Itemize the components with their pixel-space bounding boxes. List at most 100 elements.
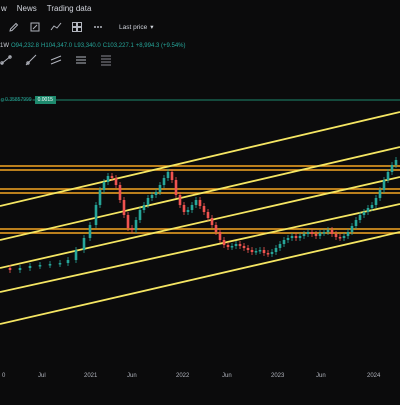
candle-body	[230, 246, 234, 248]
candle-body	[88, 225, 92, 238]
last-price-dropdown[interactable]: Last price ▾	[119, 23, 153, 32]
trendline-icon[interactable]	[0, 54, 12, 66]
channel-line	[0, 231, 400, 325]
candle-body	[150, 195, 154, 198]
candle-body	[178, 195, 182, 205]
candle-body	[162, 178, 166, 185]
candle-body	[222, 240, 226, 245]
candle-body	[346, 232, 350, 236]
change-value: +8,994.3 (+9.54%)	[135, 43, 186, 49]
time-axis-label: 0	[2, 373, 6, 379]
candle-body	[154, 192, 158, 195]
candle-body	[298, 236, 302, 238]
interval-label: 1W	[0, 43, 9, 49]
indicator-icon[interactable]	[49, 20, 63, 34]
candle-body	[366, 208, 370, 212]
high-value: H104,347.0	[41, 43, 73, 49]
candle-body	[206, 212, 210, 218]
candle-body	[214, 225, 218, 232]
nav-item-news[interactable]: News	[16, 3, 37, 13]
candle-body	[134, 220, 138, 230]
close-value: C103,227.1	[102, 43, 134, 49]
candle-body	[146, 198, 150, 205]
candle-body	[110, 176, 114, 178]
ray-icon[interactable]	[25, 54, 37, 66]
time-axis-label: 2022	[176, 373, 190, 379]
candle-body	[58, 263, 62, 265]
time-axis-label: Jun	[222, 373, 232, 379]
candle-body	[114, 178, 118, 185]
candle-body	[386, 172, 390, 180]
candle-body	[238, 244, 242, 246]
candle-body	[334, 234, 338, 237]
ohlc-legend: 1W O94,232.8 H104,347.0 L93,340.0 C103,2…	[0, 40, 400, 52]
candle-body	[270, 252, 274, 254]
candle-body	[174, 180, 178, 195]
parallel-channel-icon[interactable]	[50, 54, 62, 66]
channel-line	[0, 176, 400, 269]
channel-line	[0, 203, 400, 293]
fib-icon[interactable]	[100, 54, 112, 66]
time-axis-label: 2021	[84, 373, 98, 379]
candle-body	[138, 210, 142, 220]
edit-icon[interactable]	[28, 20, 42, 34]
candle-body	[8, 268, 12, 270]
candle-body	[266, 253, 270, 255]
candle-body	[126, 215, 130, 228]
candle-body	[294, 236, 298, 238]
candle-body	[182, 205, 186, 212]
time-axis-label: Jun	[127, 373, 137, 379]
candle-body	[306, 232, 310, 234]
candle-body	[338, 237, 342, 239]
candle-body	[258, 250, 262, 252]
more-icon[interactable]	[91, 20, 105, 34]
candle-body	[302, 234, 306, 236]
candle-body	[362, 212, 366, 215]
chart-toolbar: Last price ▾	[0, 16, 400, 38]
time-axis-label: 2023	[271, 373, 285, 379]
candle-body	[358, 215, 362, 220]
fib-level-text: g 0.35857999	[0, 97, 33, 103]
time-axis-label: Jun	[316, 373, 326, 379]
time-axis-label: Jul	[38, 373, 46, 379]
candle-body	[326, 230, 330, 232]
candle-body	[190, 205, 194, 210]
candle-body	[382, 180, 386, 190]
fib-level-value: 0.0015	[34, 96, 56, 104]
candle-body	[286, 238, 290, 240]
candle-body	[250, 250, 254, 252]
candle-body	[142, 205, 146, 210]
candle-body	[254, 251, 258, 253]
candle-body	[210, 218, 214, 225]
candle-body	[158, 185, 162, 192]
candle-body	[370, 205, 374, 208]
top-nav: w News Trading data	[0, 0, 400, 16]
candle-body	[330, 230, 334, 234]
candle-body	[322, 232, 326, 234]
candle-body	[274, 248, 278, 252]
candle-body	[130, 228, 134, 230]
horizontal-lines-icon[interactable]	[75, 54, 87, 66]
candle-body	[310, 232, 314, 234]
candle-body	[218, 232, 222, 240]
candle-body	[278, 244, 282, 248]
open-value: O94,232.8	[11, 43, 40, 49]
candle-body	[28, 266, 32, 268]
fib-level-label: g 0.35857999 0.0015	[0, 95, 56, 105]
candle-body	[82, 238, 86, 250]
pencil-icon[interactable]	[7, 20, 21, 34]
candle-body	[318, 233, 322, 236]
candle-body	[198, 200, 202, 206]
last-price-label: Last price	[119, 23, 148, 31]
candle-body	[66, 260, 70, 263]
candle-body	[226, 245, 230, 247]
nav-item-trading-data[interactable]: Trading data	[46, 3, 92, 13]
candle-body	[290, 236, 294, 238]
drawing-tools	[0, 52, 112, 68]
nav-item-overview[interactable]: w	[1, 3, 7, 13]
layout-icon[interactable]	[70, 20, 84, 34]
time-axis[interactable]: 0 Jul 2021 Jun 2022 Jun 2023 Jun 2024	[0, 371, 400, 383]
candle-body	[38, 265, 42, 267]
